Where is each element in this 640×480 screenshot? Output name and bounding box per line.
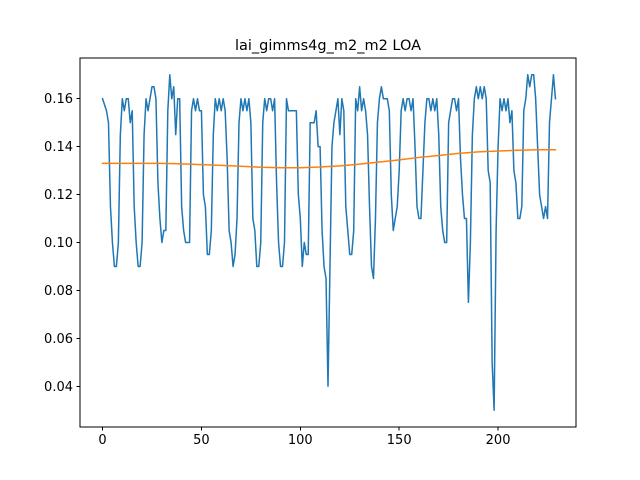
plot-area (101, 74, 557, 411)
series-line-2 (101, 149, 557, 169)
y-tick-label: 0.16 (44, 92, 73, 107)
x-tick-label: 150 (387, 433, 412, 448)
series-line-1 (101, 74, 557, 411)
y-tick-label: 0.08 (44, 284, 73, 299)
y-tick-label: 0.06 (44, 332, 73, 347)
x-tick-label: 100 (288, 433, 313, 448)
y-tick-label: 0.14 (44, 140, 73, 155)
y-tick-label: 0.12 (44, 188, 73, 203)
x-tick-label: 200 (486, 433, 511, 448)
x-tick-label: 50 (193, 433, 210, 448)
x-tick-label: 0 (98, 433, 106, 448)
chart-title: lai_gimms4g_m2_m2 LOA (235, 38, 421, 54)
y-tick-label: 0.10 (44, 236, 73, 251)
y-tick-label: 0.04 (44, 380, 73, 395)
axes: 0 50 100 150 200 0.04 0.06 0.08 0.10 0.12 0.14 0.16 (44, 57, 577, 448)
